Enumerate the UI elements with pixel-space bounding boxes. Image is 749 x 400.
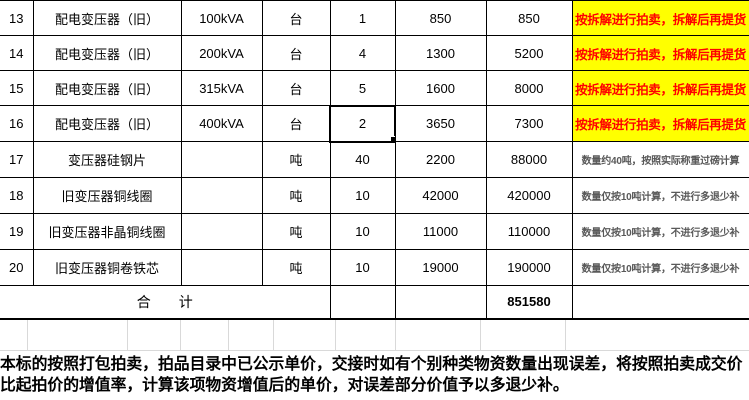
cell-unit[interactable]: 台 (261, 0, 331, 36)
cell-item-name[interactable]: 配电变压器（旧） (32, 70, 182, 106)
table-row: 20 旧变压器铜卷铁芯 吨 10 19000 190000 数量仅按10吨计算，… (0, 249, 749, 286)
fill-handle[interactable] (389, 136, 394, 141)
table-row: 19 旧变压器非晶铜线圈 吨 10 11000 110000 数量仅按10吨计算… (0, 213, 749, 250)
cell-note[interactable]: 数量仅按10吨计算，不进行多退少补 (571, 249, 749, 286)
table-row: 17 变压器硅钢片 吨 40 2200 88000 数量约40吨，按照实际称重过… (0, 141, 749, 178)
cell-row-number[interactable]: 20 (0, 249, 34, 286)
cell-spec[interactable]: 200kVA (180, 35, 263, 71)
cell-spec[interactable] (180, 249, 263, 286)
empty-grid-area[interactable] (0, 319, 749, 351)
summary-quantity-cell[interactable] (329, 285, 396, 320)
summary-note-cell[interactable] (571, 285, 749, 320)
selected-cell-value: 2 (358, 116, 367, 131)
cell-item-name[interactable]: 配电变压器（旧） (32, 105, 182, 142)
cell-row-number[interactable]: 18 (0, 177, 34, 214)
summary-unit-price-cell[interactable] (394, 285, 487, 320)
grand-total-cell[interactable]: 851580 (485, 285, 573, 320)
cell-quantity[interactable]: 4 (329, 35, 396, 71)
cell-row-number[interactable]: 13 (0, 0, 34, 36)
grid-line (273, 319, 274, 350)
cell-unit[interactable]: 吨 (261, 213, 331, 250)
cell-unit-price[interactable]: 1300 (394, 35, 487, 71)
cell-row-number[interactable]: 16 (0, 105, 34, 142)
cell-row-number[interactable]: 19 (0, 213, 34, 250)
cell-unit-price[interactable]: 850 (394, 0, 487, 36)
table-row: 13 配电变压器（旧） 100kVA 台 1 850 850 按拆解进行拍卖，拆… (0, 0, 749, 36)
summary-label-cell[interactable]: 合 计 (0, 285, 331, 320)
cell-note-highlight[interactable]: 按拆解进行拍卖，拆解后再提货 (571, 0, 749, 36)
cell-total[interactable]: 420000 (485, 177, 573, 214)
cell-unit-price[interactable]: 19000 (394, 249, 487, 286)
cell-item-name[interactable]: 变压器硅钢片 (32, 141, 182, 178)
grid-line (480, 319, 481, 350)
cell-quantity[interactable]: 1 (329, 0, 396, 36)
cell-quantity[interactable]: 10 (329, 213, 396, 250)
summary-row: 合 计 851580 (0, 285, 749, 320)
grid-line (27, 319, 28, 350)
cell-item-name[interactable]: 旧变压器铜线圈 (32, 177, 182, 214)
table-row: 14 配电变压器（旧） 200kVA 台 4 1300 5200 按拆解进行拍卖… (0, 35, 749, 71)
grid-line (180, 319, 181, 350)
cell-note-highlight[interactable]: 按拆解进行拍卖，拆解后再提货 (571, 35, 749, 71)
cell-quantity[interactable]: 5 (329, 70, 396, 106)
grid-line (228, 319, 229, 350)
cell-unit-price[interactable]: 3650 (394, 105, 487, 142)
cell-unit[interactable]: 台 (261, 35, 331, 71)
cell-spec[interactable]: 400kVA (180, 105, 263, 142)
selected-cell-quantity[interactable]: 2 (329, 104, 396, 143)
cell-quantity[interactable]: 40 (329, 141, 396, 178)
cell-item-name[interactable]: 旧变压器铜卷铁芯 (32, 249, 182, 286)
cell-note-highlight[interactable]: 按拆解进行拍卖，拆解后再提货 (571, 105, 749, 142)
cell-unit-price[interactable]: 2200 (394, 141, 487, 178)
cell-spec[interactable]: 100kVA (180, 0, 263, 36)
cell-unit-price[interactable]: 42000 (394, 177, 487, 214)
cell-total[interactable]: 190000 (485, 249, 573, 286)
cell-unit[interactable]: 吨 (261, 177, 331, 214)
cell-row-number[interactable]: 15 (0, 70, 34, 106)
cell-item-name[interactable]: 配电变压器（旧） (32, 0, 182, 36)
cell-item-name[interactable]: 配电变压器（旧） (32, 35, 182, 71)
table-row: 15 配电变压器（旧） 315kVA 台 5 1600 8000 按拆解进行拍卖… (0, 70, 749, 106)
cell-unit[interactable]: 台 (261, 70, 331, 106)
cell-quantity[interactable]: 10 (329, 249, 396, 286)
cell-note[interactable]: 数量约40吨，按照实际称重过磅计算 (571, 141, 749, 178)
table-row: 18 旧变压器铜线圈 吨 10 42000 420000 数量仅按10吨计算，不… (0, 177, 749, 214)
cell-unit[interactable]: 吨 (261, 249, 331, 286)
cell-total[interactable]: 5200 (485, 35, 573, 71)
grid-line (335, 319, 336, 350)
cell-row-number[interactable]: 14 (0, 35, 34, 71)
cell-note[interactable]: 数量仅按10吨计算，不进行多退少补 (571, 213, 749, 250)
cell-unit-price[interactable]: 11000 (394, 213, 487, 250)
grid-line (565, 319, 566, 350)
cell-spec[interactable] (180, 177, 263, 214)
footer-note[interactable]: 本标的按照打包拍卖，拍品目录中已公示单价，交接时如有个别种类物资数量出现误差，将… (0, 355, 743, 394)
cell-spec[interactable] (180, 213, 263, 250)
grid-line (127, 319, 128, 350)
table-row: 16 配电变压器（旧） 400kVA 台 2 3650 7300 按拆解进行拍卖… (0, 104, 749, 143)
cell-unit[interactable]: 台 (261, 105, 331, 142)
cell-item-name[interactable]: 旧变压器非晶铜线圈 (32, 213, 182, 250)
cell-total[interactable]: 850 (485, 0, 573, 36)
cell-spec[interactable] (180, 141, 263, 178)
cell-total[interactable]: 88000 (485, 141, 573, 178)
grid-line (395, 319, 396, 350)
cell-total[interactable]: 7300 (485, 105, 573, 142)
cell-unit[interactable]: 吨 (261, 141, 331, 178)
cell-spec[interactable]: 315kVA (180, 70, 263, 106)
cell-quantity[interactable]: 10 (329, 177, 396, 214)
cell-note-highlight[interactable]: 按拆解进行拍卖，拆解后再提货 (571, 70, 749, 106)
auction-items-table: 13 配电变压器（旧） 100kVA 台 1 850 850 按拆解进行拍卖，拆… (0, 0, 749, 320)
cell-total[interactable]: 8000 (485, 70, 573, 106)
cell-unit-price[interactable]: 1600 (394, 70, 487, 106)
cell-total[interactable]: 110000 (485, 213, 573, 250)
cell-note[interactable]: 数量仅按10吨计算，不进行多退少补 (571, 177, 749, 214)
cell-row-number[interactable]: 17 (0, 141, 34, 178)
